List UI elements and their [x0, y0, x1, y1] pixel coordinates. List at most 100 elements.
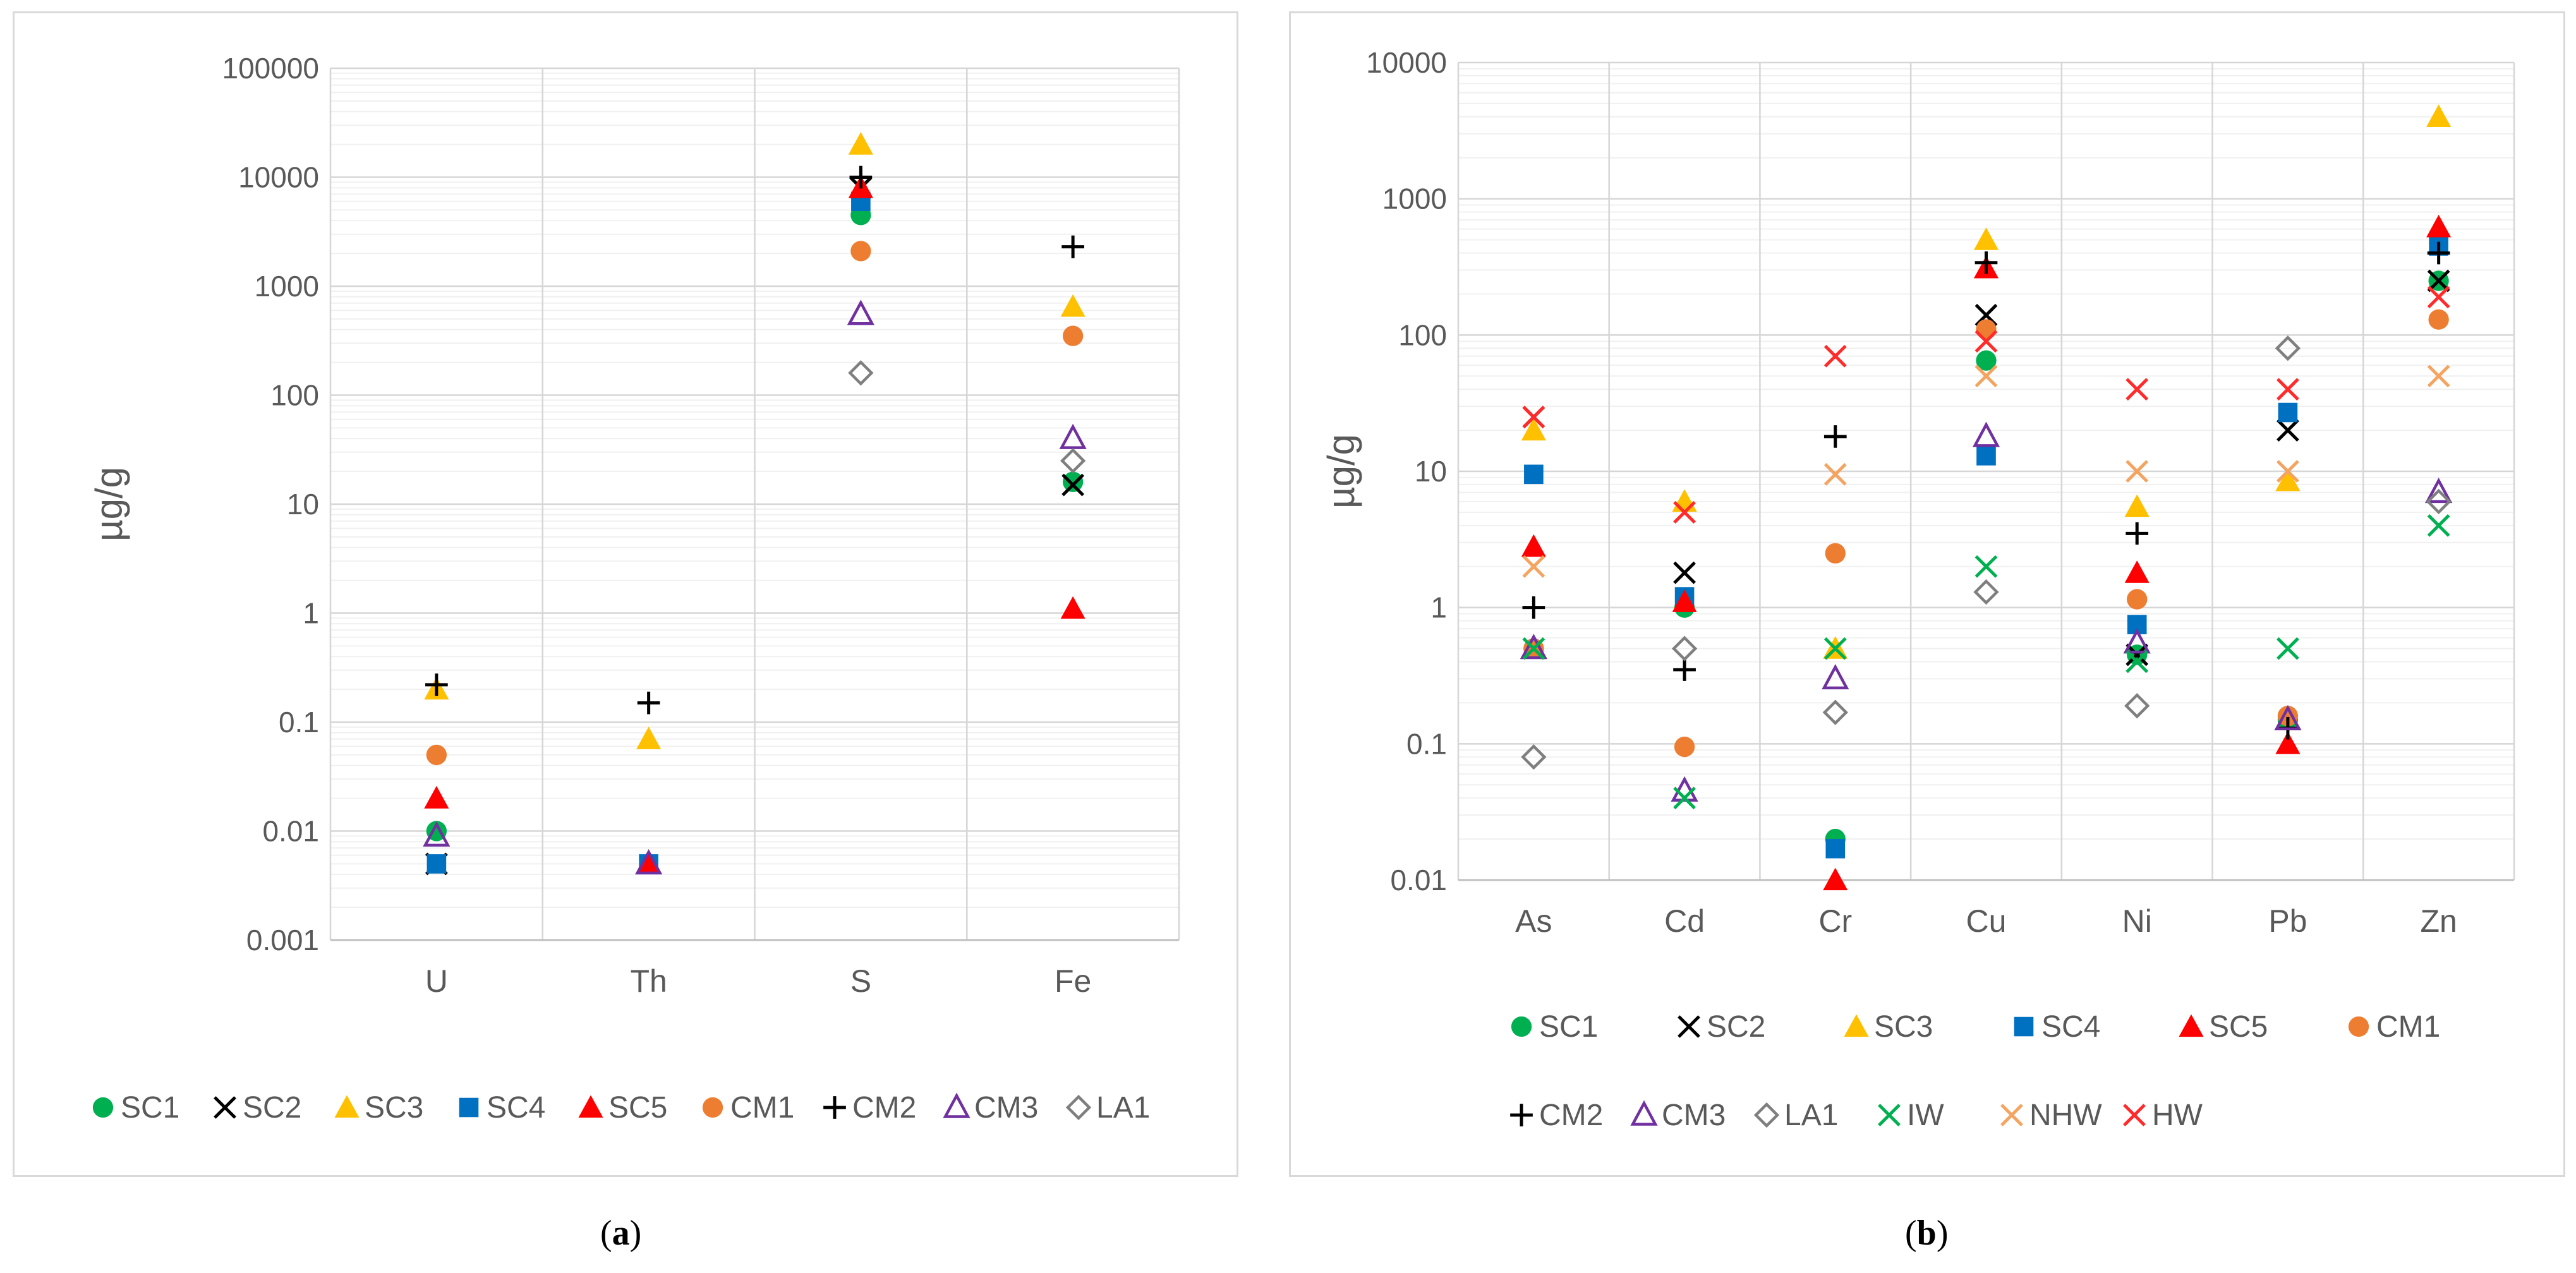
chart-b-point-cm2-ni [2126, 522, 2149, 545]
chart-b-legend-marker-la1 [1753, 1102, 1780, 1128]
chart-b-series-cm2 [1522, 241, 2450, 740]
chart-a-y-tick-label: 10 [287, 488, 319, 521]
chart-b-point-sc5-as [1521, 534, 1546, 557]
chart-a-legend-item-la1: LA1 [1065, 1091, 1150, 1125]
chart-a-y-tick-label: 100000 [222, 52, 320, 85]
chart-a-legend-marker-sc5 [578, 1095, 603, 1118]
chart-a-point-cm3-fe [1059, 423, 1087, 449]
chart-a-legend-item-cm3: CM3 [943, 1091, 1038, 1125]
chart-b-point-nhw-ni [2126, 460, 2149, 483]
chart-b-point-sc1-cu [1976, 350, 1997, 371]
chart-a-series-la1 [848, 360, 1086, 474]
chart-b-legend-marker-hw [2123, 1104, 2146, 1126]
chart-b-y-tick-label: 1000 [1382, 183, 1447, 215]
chart-a-series-cm1 [426, 241, 1084, 766]
chart-b-y-tick-label: 100 [1398, 318, 1447, 351]
chart-b-x-tick-zn: Zn [2420, 903, 2457, 939]
chart-a-legend-marker-sc3 [334, 1095, 360, 1118]
chart-b-point-hw-cr [1823, 344, 1847, 368]
chart-b-point-iw-cr [1823, 637, 1847, 660]
chart-b-legend-label-cm2: CM2 [1539, 1099, 1603, 1132]
chart-a-y-tick-label: 100 [270, 379, 319, 412]
chart-b-legend-marker-cm1 [2348, 1016, 2369, 1037]
chart-b-point-hw-as [1522, 406, 1545, 429]
chart-b-series-sc1 [1523, 270, 2449, 850]
chart-b-point-sc2-pb [2277, 419, 2299, 442]
chart-b-legend-item-sc1: SC1 [1511, 1010, 1598, 1044]
chart-b-point-nhw-cu [1974, 365, 1998, 388]
chart-a-series-cm2 [425, 166, 1084, 715]
chart-b-x-tick-as: As [1515, 903, 1552, 939]
chart-b-legend-item-sc4: SC4 [2014, 1010, 2100, 1044]
chart-b-x-tick-cu: Cu [1966, 903, 2007, 939]
chart-b-point-cm3-ni [2123, 628, 2151, 654]
chart-b-point-cm2-cr [1823, 425, 1847, 448]
chart-a-legend-marker-cm1 [702, 1097, 723, 1118]
chart-b-point-la1-cr [1822, 699, 1848, 725]
chart-panel-a: 100000 10000 1000 100 10 1 0.1 0.01 0.001 U Th S Fe µ… [13, 11, 1238, 1177]
chart-a-point-sc5-fe [1060, 596, 1085, 619]
chart-a-point-cm1-u [426, 744, 447, 766]
chart-a-legend-item-sc2: SC2 [214, 1091, 301, 1125]
chart-b-point-iw-pb [2277, 637, 2299, 660]
chart-b-point-sc2-zn [2427, 269, 2450, 293]
chart-b-legend-item-cm3: CM3 [1630, 1099, 1726, 1132]
chart-a-x-tick-th: Th [630, 963, 667, 999]
chart-b-point-iw-zn [2427, 514, 2450, 537]
chart-a-point-sc3-s [848, 132, 873, 155]
chart-a-series-sc4 [426, 191, 871, 874]
chart-b-x-tick-cd: Cd [1664, 903, 1705, 939]
chart-b-legend-item-la1: LA1 [1753, 1099, 1838, 1132]
chart-b-y-tick-label: 1 [1430, 591, 1447, 624]
chart-b-point-cm1-cr [1825, 543, 1846, 564]
chart-b-legend-item-sc5: SC5 [2179, 1010, 2268, 1044]
chart-a-legend-label-cm1: CM1 [730, 1091, 794, 1125]
chart-a-legend-label-sc1: SC1 [121, 1091, 179, 1125]
chart-a-legend-item-sc4: SC4 [459, 1091, 545, 1125]
chart-b-y-tick-label: 10000 [1366, 46, 1447, 79]
chart-a-y-tick-label: 0.01 [262, 815, 319, 848]
caption-b: (b) [1905, 1214, 1949, 1253]
chart-b-point-sc3-zn [2426, 104, 2452, 127]
chart-b-y-tick-label: 0.01 [1390, 864, 1447, 896]
chart-b-legend-label-sc2: SC2 [1707, 1010, 1765, 1044]
chart-b-point-nhw-cr [1823, 462, 1847, 486]
chart-b-point-sc2-ni [2126, 643, 2149, 667]
chart-a-legend-label-sc2: SC2 [243, 1091, 301, 1125]
chart-b-point-cm1-cu [1976, 319, 1997, 340]
chart-b-series-hw [1522, 286, 2450, 524]
chart-a-point-sc3-fe [1060, 294, 1085, 317]
chart-b-point-hw-ni [2126, 378, 2149, 401]
chart-b-point-la1-cd [1671, 636, 1698, 661]
chart-b-series-iw [1522, 514, 2450, 810]
chart-a-point-cm2-th [637, 691, 660, 715]
chart-b-point-hw-zn [2427, 286, 2450, 309]
chart-b-legend-marker-nhw [2000, 1104, 2023, 1126]
chart-b-point-hw-cd [1673, 501, 1696, 524]
chart-a-legend-marker-la1 [1065, 1094, 1092, 1121]
chart-a-y-tick-label: 10000 [238, 161, 319, 194]
chart-b-point-iw-as [1522, 637, 1545, 660]
chart-b-point-iw-ni [2126, 650, 2149, 673]
chart-a-point-cm3-th [635, 848, 663, 875]
chart-b-point-sc3-as [1521, 418, 1546, 441]
chart-b-legend-item-sc3: SC3 [1844, 1010, 1933, 1044]
chart-b-point-cm1-cd [1674, 736, 1695, 757]
chart-b-legend-label-hw: HW [2152, 1099, 2203, 1132]
chart-a-point-sc3-th [636, 727, 662, 749]
chart-a-point-sc1-fe [1062, 471, 1084, 492]
chart-b-legend-item-cm1: CM1 [2348, 1010, 2440, 1044]
chart-a-y-tick-label: 0.001 [246, 924, 319, 956]
chart-a-legend-item-sc1: SC1 [92, 1091, 179, 1125]
chart-b-point-la1-as [1521, 744, 1547, 770]
chart-b-legend-marker-sc3 [1844, 1014, 1869, 1037]
chart-a-legend-item-sc3: SC3 [334, 1091, 423, 1125]
chart-a-x-tick-s: S [850, 963, 871, 999]
chart-a-legend-label-cm2: CM2 [852, 1091, 916, 1125]
chart-a-legend-marker-sc1 [92, 1097, 114, 1118]
chart-b-legend-item-hw: HW [2123, 1099, 2203, 1132]
chart-a-legend-label-cm3: CM3 [974, 1091, 1038, 1125]
chart-a-point-cm3-s [847, 299, 874, 325]
chart-b-point-la1-cu [1973, 579, 1999, 605]
chart-a-point-sc4-u [426, 854, 447, 874]
